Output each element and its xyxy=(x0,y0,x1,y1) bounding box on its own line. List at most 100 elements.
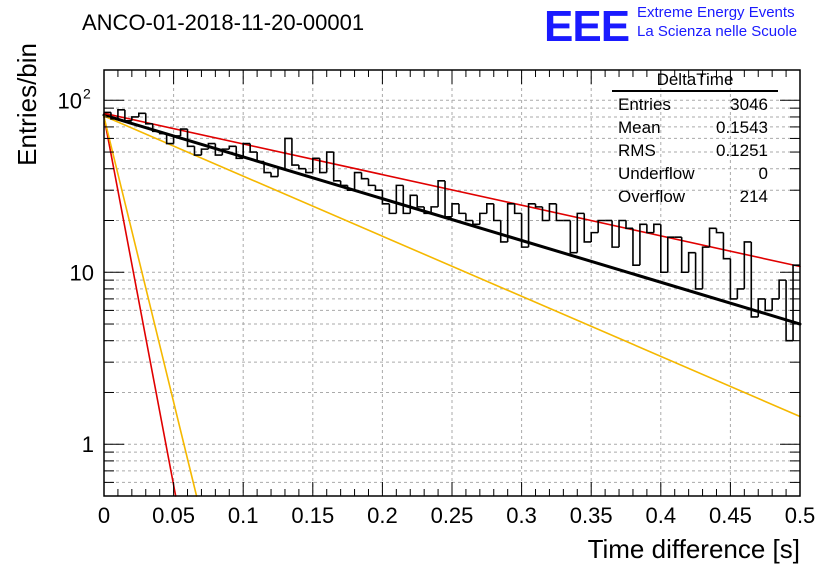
histogram-bin xyxy=(680,237,689,274)
histogram-bin xyxy=(117,109,125,119)
fit-curves xyxy=(102,112,802,497)
histogram-bin xyxy=(534,203,543,208)
histogram-bin xyxy=(124,109,132,122)
stats-row-entries: Entries 3046 xyxy=(612,93,778,116)
histogram-bin xyxy=(430,206,439,214)
axis-ticks xyxy=(103,70,801,497)
histogram-bin xyxy=(332,152,341,182)
stats-label: Entries xyxy=(618,95,671,114)
histogram-bin xyxy=(653,223,661,233)
histogram-bin xyxy=(360,172,369,180)
histogram-bin xyxy=(646,224,654,234)
x-tick-label: 0.5 xyxy=(785,503,816,528)
stats-value: 214 xyxy=(739,187,768,206)
histogram-bin xyxy=(193,146,202,156)
run-title: ANCO-01-2018-11-20-00001 xyxy=(82,10,365,35)
histogram-bin xyxy=(548,203,557,221)
histogram-bin xyxy=(381,190,390,205)
stats-label: RMS xyxy=(618,141,656,160)
histogram-bin xyxy=(416,195,425,208)
histogram-bin xyxy=(632,228,640,266)
fast_component_yellow xyxy=(103,116,198,497)
histogram-bin xyxy=(138,112,146,117)
histogram-bin xyxy=(110,112,118,120)
stats-label: Mean xyxy=(618,118,661,137)
histogram-bin xyxy=(214,143,223,156)
stats-divider xyxy=(612,90,778,92)
histogram-bin xyxy=(409,194,418,214)
x-axis-label: Time difference [s] xyxy=(588,534,800,564)
histogram-bin xyxy=(778,279,787,299)
stats-label: Underflow xyxy=(618,164,695,183)
histogram-bin xyxy=(750,241,759,318)
stats-row-mean: Mean 0.1543 xyxy=(612,116,778,139)
histogram-bin xyxy=(353,171,362,191)
histogram-bin xyxy=(451,203,459,217)
histogram-bin xyxy=(158,131,167,135)
histogram-bin xyxy=(729,258,738,300)
histogram-bin xyxy=(277,167,285,177)
histogram-bin xyxy=(722,232,731,260)
histogram-bin xyxy=(221,148,230,156)
histogram-bin xyxy=(207,142,216,150)
histogram-bin xyxy=(151,123,160,133)
y-tick-label: 10 xyxy=(58,88,82,113)
histogram-bin xyxy=(235,146,244,160)
eee-logo: EEE xyxy=(544,2,630,51)
grid-lines xyxy=(104,70,800,497)
histogram-bin xyxy=(743,241,752,289)
histogram-bin xyxy=(179,128,188,136)
histogram-bin xyxy=(144,113,153,125)
histogram-bin xyxy=(374,185,383,192)
histogram-bin xyxy=(465,213,473,222)
histogram-bin xyxy=(339,180,348,187)
histogram-bin xyxy=(479,212,487,225)
y-axis-label: Entries/bin xyxy=(12,43,42,166)
histogram-bin xyxy=(666,236,675,273)
histogram-bin xyxy=(318,158,327,174)
histogram-bin xyxy=(583,213,592,243)
histogram-bin xyxy=(346,185,355,192)
histogram-bin xyxy=(499,220,508,243)
histogram-bin xyxy=(660,224,668,274)
histogram-bin xyxy=(569,220,578,254)
histogram-bin xyxy=(472,220,480,226)
histogram-bin xyxy=(764,298,773,312)
histogram-bin xyxy=(541,206,550,222)
histogram-bin xyxy=(367,178,376,187)
x-tick-label: 0.2 xyxy=(367,503,398,528)
logo-line-1: Extreme Energy Events xyxy=(637,4,795,21)
histogram-bin xyxy=(172,135,181,144)
axis-tick-labels: 0 0.05 0.1 0.15 0.2 0.25 0.3 0.35 0.4 0.45 0.5 1 10 1… xyxy=(58,85,816,528)
histogram-bin xyxy=(249,143,258,153)
histogram-bin xyxy=(687,251,696,273)
stats-box: DeltaTime Entries 3046 Mean 0.1543 RMS 0… xyxy=(612,70,778,208)
histogram-bin xyxy=(736,288,745,299)
histogram-bin xyxy=(625,220,633,230)
upper_slow_component xyxy=(103,112,801,268)
histogram-bin xyxy=(388,203,397,215)
histogram-bin xyxy=(708,227,717,248)
stats-value: 0.1543 xyxy=(716,118,768,137)
logo-line-2: La Scienza nelle Scuole xyxy=(637,23,798,40)
histogram-bin xyxy=(200,148,209,156)
histogram-bin xyxy=(305,168,313,174)
histogram-bin xyxy=(597,219,606,233)
histogram-bin xyxy=(576,212,585,253)
histogram-bin xyxy=(520,213,529,248)
histogram-bin xyxy=(395,184,404,214)
y-tick-label: 1 xyxy=(82,432,94,457)
histogram-bin xyxy=(694,252,703,290)
histogram-bin xyxy=(263,161,272,174)
histogram-bin xyxy=(611,220,620,248)
histogram-bin xyxy=(165,133,174,145)
y-tick-label: 10 xyxy=(70,260,94,285)
stats-value: 0 xyxy=(758,164,768,183)
histogram-bin xyxy=(402,185,411,215)
x-tick-label: 0 xyxy=(98,503,110,528)
histogram-bin xyxy=(312,157,320,173)
histogram-bin xyxy=(513,203,522,215)
x-tick-label: 0.4 xyxy=(646,503,677,528)
histogram-bin xyxy=(590,231,599,242)
histogram-bin xyxy=(242,142,251,159)
